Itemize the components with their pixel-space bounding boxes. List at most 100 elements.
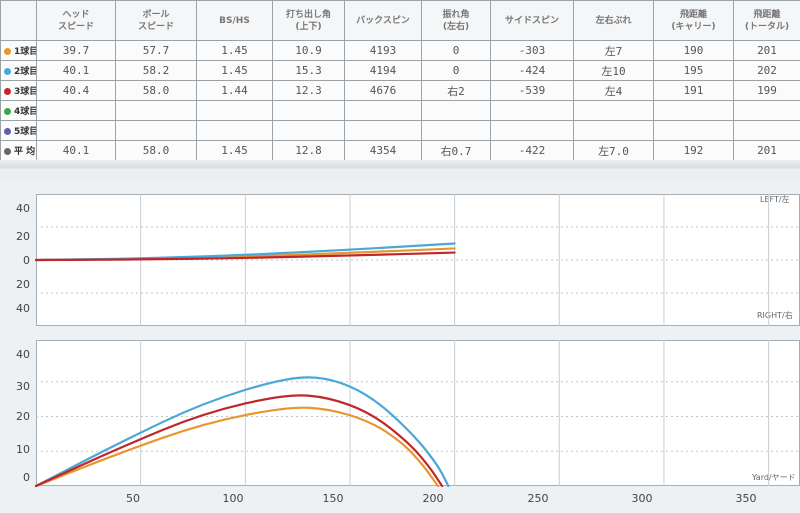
column-header: 飛距離 (トータル) — [733, 0, 800, 41]
column-header-line1: サイドスピン — [504, 15, 559, 26]
shot-row[interactable]: 2球目 40.1 58.2 1.45 15.3 4194 0 -424 左10 195 202 — [0, 60, 800, 81]
table-cell: 1.45 — [196, 40, 273, 61]
column-header: ヘッド スピード — [36, 0, 116, 41]
column-header-line1: 飛距離 — [753, 9, 781, 20]
top-view-trajectory-svg — [34, 194, 800, 326]
side-x-tick: 100 — [222, 492, 244, 505]
table-header-row: ヘッド スピード ボール スピード BS/HS 打ち出し角 (上下) バックスピン 振れ角 (左右… — [0, 0, 800, 41]
table-cell — [490, 120, 574, 141]
left-direction-label: LEFT/左 — [760, 195, 790, 204]
shot-row-label: 5球目 — [0, 120, 37, 141]
side-view-panel: 40 30 20 10 0 50 100 150 200 250 300 350… — [0, 332, 800, 513]
section-divider — [0, 160, 800, 182]
table-cell: 10.9 — [272, 40, 345, 61]
table-cell: 12.3 — [272, 80, 345, 101]
table-cell: 201 — [733, 40, 800, 61]
shot-row[interactable]: 3球目 40.4 58.0 1.44 12.3 4676 右2 -539 左4 191 199 — [0, 80, 800, 101]
trajectory-line-shot-2 — [34, 376, 450, 488]
table-cell — [733, 100, 800, 121]
shot-row[interactable]: 1球目 39.7 57.7 1.45 10.9 4193 0 -303 左7 190 201 — [0, 40, 800, 61]
table-cell — [196, 120, 273, 141]
side-x-tick: 50 — [126, 492, 140, 505]
trajectory-line-shot-1 — [34, 406, 439, 488]
right-direction-label: RIGHT/右 — [757, 311, 793, 320]
shot-label-text: 4球目 — [14, 107, 37, 117]
shot-color-dot — [4, 108, 11, 115]
shot-color-dot — [4, 148, 11, 155]
column-header: 飛距離 (キャリー) — [653, 0, 734, 41]
table-cell: 左7 — [573, 40, 654, 61]
side-y-tick: 30 — [16, 380, 30, 393]
table-cell — [115, 100, 197, 121]
table-cell: 4194 — [344, 60, 422, 81]
table-cell — [344, 100, 422, 121]
shot-label-text: 3球目 — [14, 87, 37, 97]
table-cell: 40.1 — [36, 60, 116, 81]
shot-color-dot — [4, 128, 11, 135]
column-header-line1: ヘッド — [62, 9, 90, 20]
table-cell — [196, 100, 273, 121]
column-header-line1: 飛距離 — [679, 9, 707, 20]
column-header: 左右ぶれ — [573, 0, 654, 41]
table-cell: 190 — [653, 40, 734, 61]
table-cell — [421, 120, 491, 141]
column-header: ボール スピード — [115, 0, 197, 41]
column-header-line2: スピード — [137, 21, 174, 32]
shot-row-label: 4球目 — [0, 100, 37, 121]
column-header-line2: (トータル) — [744, 21, 790, 32]
table-cell — [36, 100, 116, 121]
column-header-line2: (左右) — [442, 21, 470, 32]
side-y-tick: 20 — [16, 410, 30, 423]
column-header: 打ち出し角 (上下) — [272, 0, 345, 41]
table-cell: 58.0 — [115, 140, 197, 161]
shot-color-dot — [4, 68, 11, 75]
column-header: サイドスピン — [490, 0, 574, 41]
table-cell — [272, 100, 345, 121]
table-cell: 15.3 — [272, 60, 345, 81]
side-x-tick: 300 — [631, 492, 653, 505]
table-cell — [733, 120, 800, 141]
shot-row-label: 3球目 — [0, 80, 37, 101]
table-cell — [36, 120, 116, 141]
shot-color-dot — [4, 88, 11, 95]
trajectory-line-shot-3 — [34, 394, 444, 488]
column-header-line1: ボール — [142, 9, 170, 20]
side-x-tick: 350 — [735, 492, 757, 505]
table-cell: 57.7 — [115, 40, 197, 61]
column-header: 振れ角 (左右) — [421, 0, 491, 41]
shot-row[interactable]: 5球目 — [0, 120, 800, 141]
table-cell: 199 — [733, 80, 800, 101]
shot-row[interactable]: 平 均 40.1 58.0 1.45 12.8 4354 右0.7 -422 左7.0 192 20… — [0, 140, 800, 161]
column-header-line1: 左右ぶれ — [595, 15, 632, 26]
side-x-tick: 200 — [422, 492, 444, 505]
column-header-line2: (上下) — [295, 21, 322, 32]
table-cell: 195 — [653, 60, 734, 81]
shot-label-text: 平 均 — [14, 147, 36, 157]
x-axis-label: Yard/ヤード — [752, 473, 796, 482]
shot-label-text: 5球目 — [14, 127, 37, 137]
table-cell: 左7.0 — [573, 140, 654, 161]
table-cell: -539 — [490, 80, 574, 101]
table-cell: 4676 — [344, 80, 422, 101]
table-cell: 202 — [733, 60, 800, 81]
column-header — [0, 0, 37, 41]
table-cell: 4354 — [344, 140, 422, 161]
column-header-line2: (キャリー) — [671, 21, 716, 32]
table-cell — [490, 100, 574, 121]
table-cell — [573, 100, 654, 121]
table-cell: 1.45 — [196, 140, 273, 161]
shot-label-text: 1球目 — [14, 47, 37, 57]
table-cell: 40.4 — [36, 80, 116, 101]
table-cell — [573, 120, 654, 141]
table-cell: 左4 — [573, 80, 654, 101]
shot-row[interactable]: 4球目 — [0, 100, 800, 121]
table-cell: -303 — [490, 40, 574, 61]
table-cell: 191 — [653, 80, 734, 101]
column-header-line1: バックスピン — [356, 15, 410, 26]
shot-data-table: ヘッド スピード ボール スピード BS/HS 打ち出し角 (上下) バックスピン 振れ角 (左右… — [0, 0, 800, 161]
column-header-line1: BS/HS — [219, 15, 250, 26]
column-header: BS/HS — [196, 0, 273, 41]
column-header-line2: スピード — [57, 21, 94, 32]
side-x-tick: 250 — [527, 492, 549, 505]
side-y-tick: 0 — [23, 471, 30, 484]
